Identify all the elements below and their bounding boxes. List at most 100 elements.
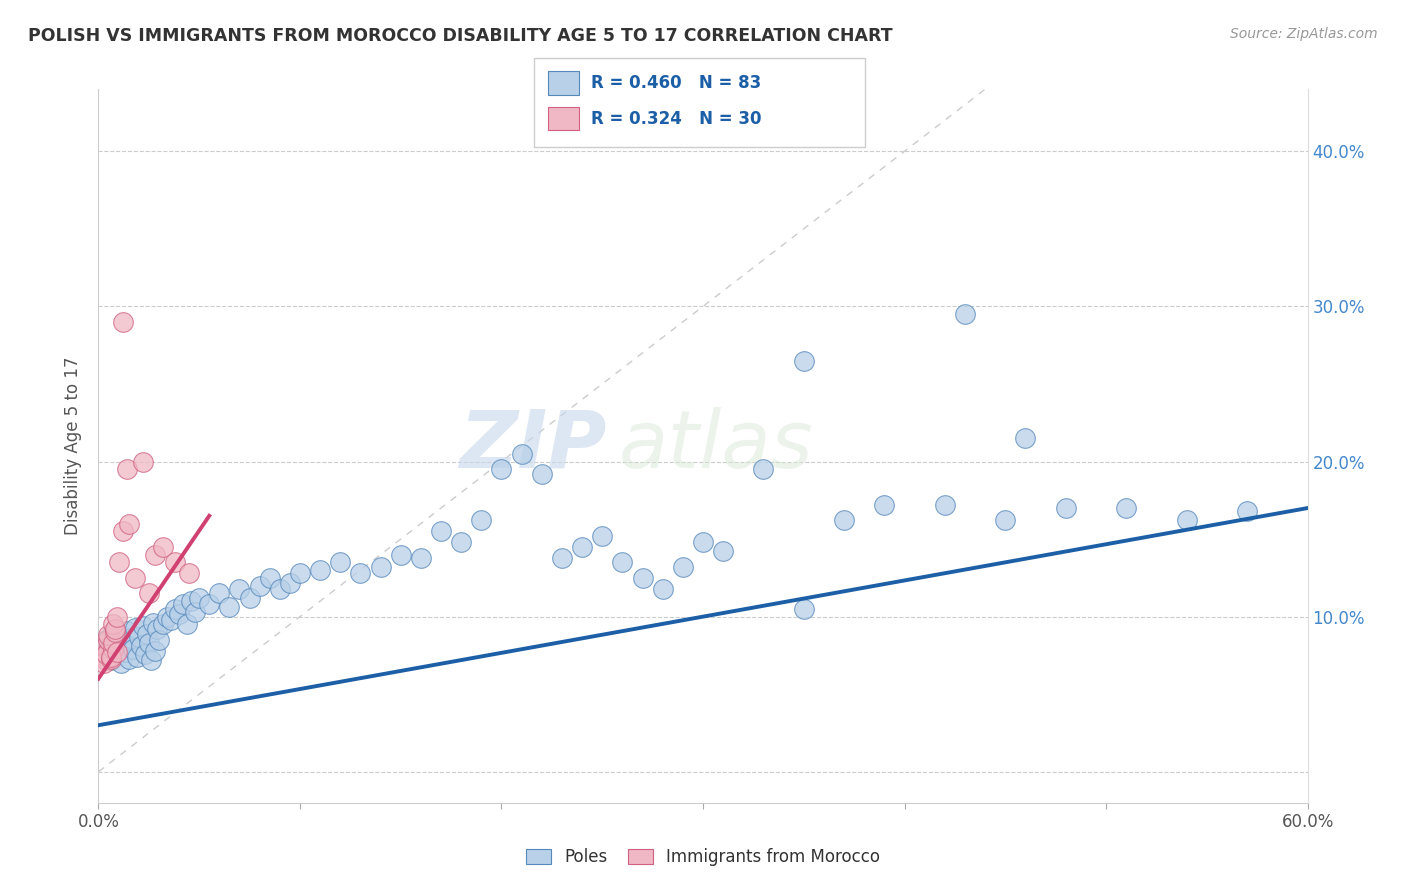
Point bbox=[152, 540, 174, 554]
Point bbox=[156, 609, 179, 624]
Point bbox=[135, 626, 157, 640]
Point bbox=[97, 632, 120, 647]
Point bbox=[105, 647, 128, 661]
Point bbox=[180, 594, 202, 608]
Point bbox=[105, 609, 128, 624]
Point bbox=[239, 591, 262, 605]
Point bbox=[1175, 513, 1198, 527]
Point bbox=[329, 555, 352, 569]
Point bbox=[143, 644, 166, 658]
Point bbox=[167, 607, 190, 621]
Point bbox=[111, 636, 134, 650]
Point bbox=[160, 613, 183, 627]
Text: ZIP: ZIP bbox=[458, 407, 606, 485]
Point bbox=[793, 602, 815, 616]
Point bbox=[96, 653, 118, 667]
Point bbox=[228, 582, 250, 596]
Point bbox=[143, 548, 166, 562]
Point bbox=[125, 650, 148, 665]
Point bbox=[612, 555, 634, 569]
Point bbox=[110, 656, 132, 670]
Point bbox=[107, 628, 129, 642]
Point bbox=[793, 353, 815, 368]
Point bbox=[107, 555, 129, 569]
Point bbox=[994, 513, 1017, 527]
Point bbox=[142, 615, 165, 630]
Point bbox=[105, 645, 128, 659]
Point bbox=[692, 535, 714, 549]
Point bbox=[651, 582, 673, 596]
Point bbox=[176, 617, 198, 632]
Point bbox=[309, 563, 332, 577]
Point bbox=[100, 638, 122, 652]
Point bbox=[571, 540, 593, 554]
Point bbox=[138, 636, 160, 650]
Point bbox=[134, 647, 156, 661]
Text: R = 0.324   N = 30: R = 0.324 N = 30 bbox=[591, 110, 761, 128]
Point bbox=[146, 622, 169, 636]
Point bbox=[121, 642, 143, 657]
Point bbox=[218, 600, 240, 615]
Point bbox=[450, 535, 472, 549]
Point bbox=[91, 648, 114, 663]
Point bbox=[349, 566, 371, 581]
Point bbox=[370, 560, 392, 574]
Text: R = 0.460   N = 83: R = 0.460 N = 83 bbox=[591, 74, 761, 92]
Text: Source: ZipAtlas.com: Source: ZipAtlas.com bbox=[1230, 27, 1378, 41]
Point bbox=[132, 619, 155, 633]
Point bbox=[430, 524, 453, 539]
Point bbox=[100, 650, 122, 665]
Point bbox=[1115, 501, 1137, 516]
Point bbox=[97, 628, 120, 642]
Point bbox=[873, 498, 896, 512]
Point bbox=[1014, 431, 1036, 445]
Point bbox=[93, 640, 115, 655]
Point bbox=[115, 462, 138, 476]
Point bbox=[132, 454, 155, 468]
Point bbox=[551, 550, 574, 565]
Point bbox=[269, 582, 291, 596]
Point bbox=[100, 653, 122, 667]
Point bbox=[711, 544, 734, 558]
Point bbox=[101, 642, 124, 657]
Point bbox=[530, 467, 553, 481]
Point bbox=[208, 586, 231, 600]
Point bbox=[510, 447, 533, 461]
Point bbox=[96, 647, 118, 661]
Point bbox=[491, 462, 513, 476]
Point bbox=[591, 529, 613, 543]
Point bbox=[93, 648, 115, 663]
Point bbox=[139, 653, 162, 667]
Point bbox=[101, 636, 124, 650]
Point bbox=[124, 620, 146, 634]
Point bbox=[1236, 504, 1258, 518]
Point bbox=[631, 571, 654, 585]
Point bbox=[832, 513, 855, 527]
Point bbox=[198, 597, 221, 611]
Point bbox=[148, 632, 170, 647]
Text: POLISH VS IMMIGRANTS FROM MOROCCO DISABILITY AGE 5 TO 17 CORRELATION CHART: POLISH VS IMMIGRANTS FROM MOROCCO DISABI… bbox=[28, 27, 893, 45]
Point bbox=[101, 617, 124, 632]
Point bbox=[97, 644, 120, 658]
Point bbox=[172, 597, 194, 611]
Point bbox=[118, 651, 141, 665]
Point bbox=[96, 632, 118, 647]
Point bbox=[118, 516, 141, 531]
Y-axis label: Disability Age 5 to 17: Disability Age 5 to 17 bbox=[65, 357, 83, 535]
Legend: Poles, Immigrants from Morocco: Poles, Immigrants from Morocco bbox=[519, 842, 887, 873]
Point bbox=[103, 622, 125, 636]
Point bbox=[115, 624, 138, 638]
Point bbox=[953, 307, 976, 321]
Point bbox=[103, 638, 125, 652]
Point bbox=[124, 571, 146, 585]
Point bbox=[389, 548, 412, 562]
Point bbox=[103, 625, 125, 640]
Point bbox=[111, 524, 134, 539]
Point bbox=[111, 315, 134, 329]
Point bbox=[249, 579, 271, 593]
Point bbox=[179, 566, 201, 581]
Point bbox=[138, 586, 160, 600]
Point bbox=[97, 644, 120, 658]
Point bbox=[184, 605, 207, 619]
Point bbox=[188, 591, 211, 605]
